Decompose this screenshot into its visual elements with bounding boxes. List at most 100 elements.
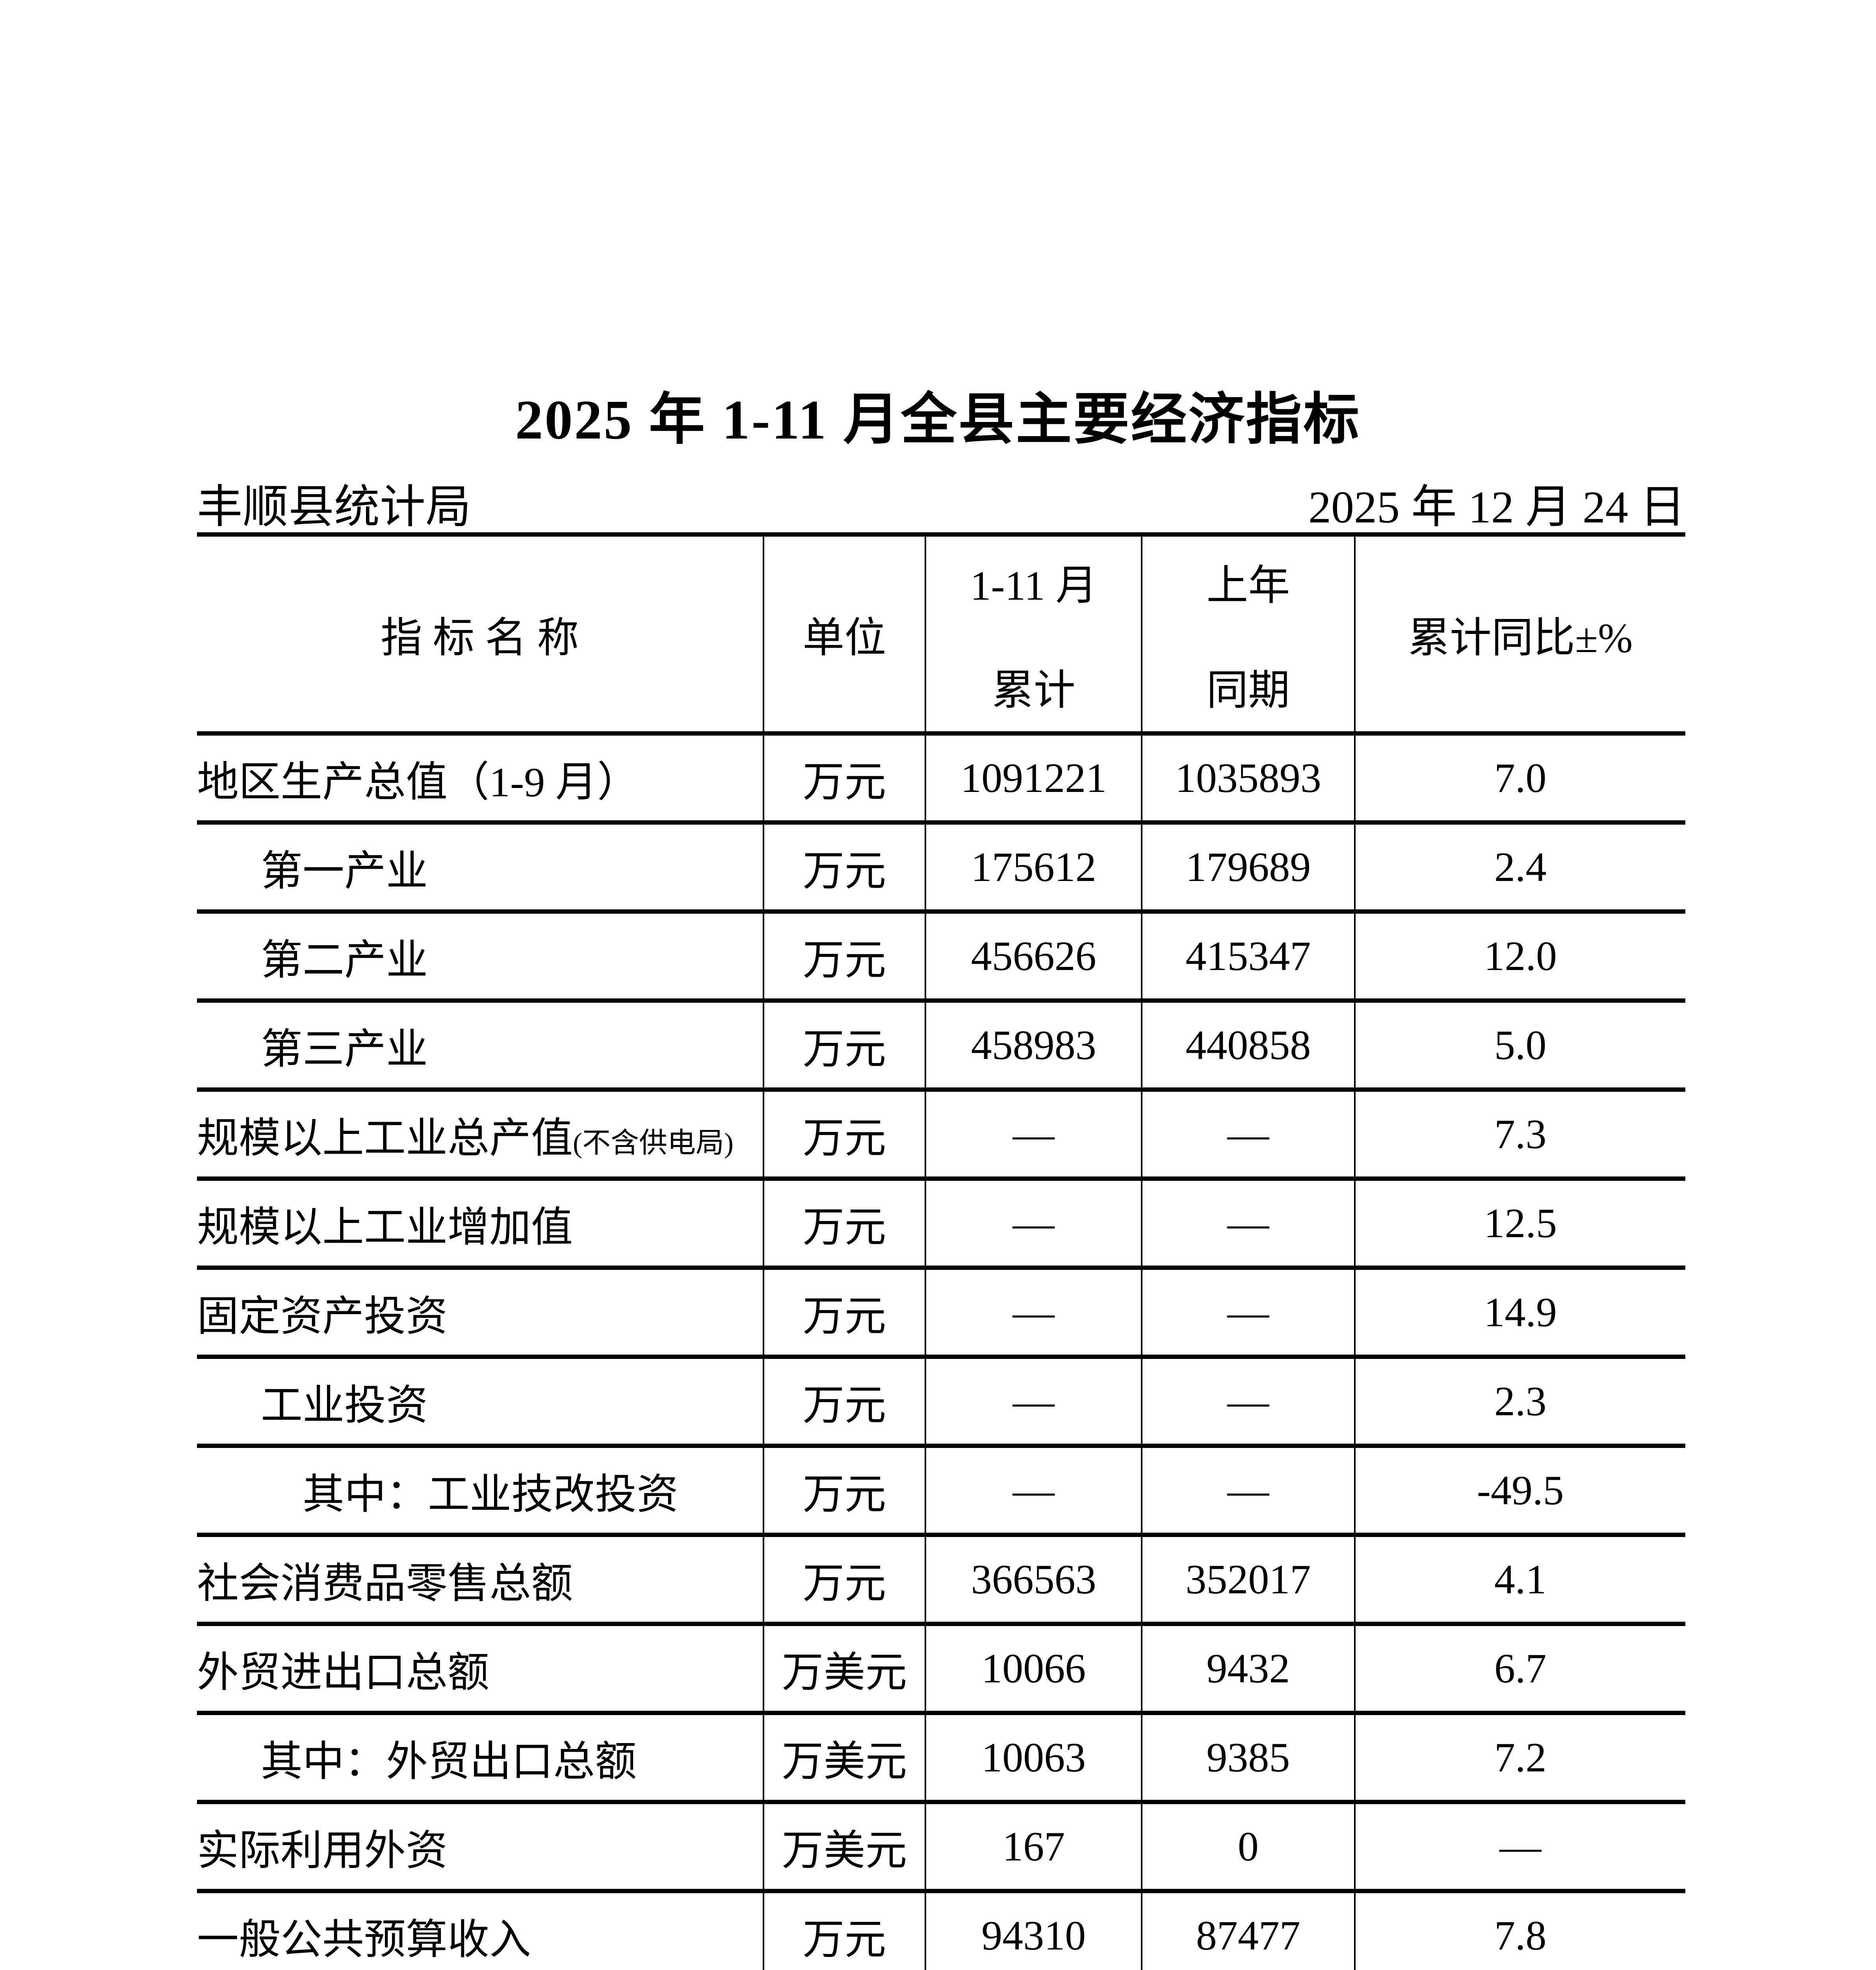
unit-cell: 万元 [762,911,926,1001]
previous-value-cell: 9432 [1141,1624,1355,1713]
header-current-line1: 1-11 月 [970,563,1098,609]
current-value-cell: 175612 [925,822,1142,912]
header-previous-line1: 上年 [1206,563,1290,609]
indicator-row: 实际利用外资 万美元 167 0 — [197,1802,1685,1891]
current-value-cell: 366563 [925,1535,1142,1624]
previous-value-cell: 0 [1141,1802,1355,1891]
indicator-row: 工业投资 万元 — — 2.3 [197,1357,1685,1446]
header-yoy: 累计同比±% [1354,534,1685,734]
yoy-cell: -49.5 [1354,1446,1685,1535]
yoy-cell: — [1354,1802,1685,1891]
indicator-name-cell: 规模以上工业增加值 [197,1179,763,1268]
indicator-row: 固定资产投资 万元 — — 14.9 [197,1267,1685,1357]
unit-cell: 万元 [762,1089,926,1179]
indicator-name-cell: 工业投资 [197,1357,763,1446]
current-value-cell: 456626 [925,911,1142,1001]
unit-cell: 万美元 [762,1624,926,1713]
yoy-cell: 2.3 [1354,1357,1685,1446]
previous-value-cell: 440858 [1141,1000,1355,1090]
indicator-row: 第二产业 万元 456626 415347 12.0 [197,911,1685,1001]
current-value-cell: 1091221 [925,733,1142,823]
current-value-cell: 10063 [925,1713,1142,1802]
unit-cell: 万美元 [762,1802,926,1891]
yoy-cell: 12.5 [1354,1178,1685,1268]
yoy-cell: 4.1 [1354,1535,1685,1624]
yoy-cell: 7.2 [1354,1713,1685,1802]
previous-value-cell: 179689 [1141,822,1355,912]
indicator-name-cell: 其中：外贸出口总额 [197,1713,763,1802]
indicator-name: 地区生产总值（1-9 月） [197,759,639,805]
indicator-name-cell: 外贸进出口总额 [197,1624,763,1713]
previous-value-cell: — [1141,1267,1355,1357]
indicator-name: 规模以上工业总产值 [197,1115,573,1162]
indicator-row: 规模以上工业增加值 万元 — — 12.5 [197,1178,1685,1268]
previous-value-cell: — [1141,1178,1355,1268]
previous-value-cell: — [1141,1357,1355,1446]
header-current-period: 1-11 月 累计 [925,534,1142,734]
yoy-cell: 5.0 [1354,1000,1685,1090]
current-value-cell: 458983 [925,1000,1142,1090]
document-title: 2025 年 1-11 月全县主要经济指标 [515,388,1361,451]
indicator-name-cell: 一般公共预算收入 [197,1891,763,1970]
indicator-row: 社会消费品零售总额 万元 366563 352017 4.1 [197,1535,1685,1624]
meta-row: 丰顺县统计局 2025 年 12 月 24 日 [197,470,1685,536]
indicator-name: 其中：外贸出口总额 [261,1738,637,1785]
current-value-cell: — [925,1357,1142,1446]
indicator-name: 外贸进出口总额 [197,1649,489,1696]
unit-cell: 万元 [762,1000,926,1090]
previous-value-cell: 1035893 [1141,733,1355,823]
indicator-name: 实际利用外资 [197,1827,448,1874]
indicator-row: 规模以上工业总产值(不含供电局) 万元 — — 7.3 [197,1089,1685,1179]
current-value-cell: — [925,1178,1142,1268]
indicator-name-cell: 实际利用外资 [197,1802,763,1891]
publish-date: 2025 年 12 月 24 日 [1308,482,1685,533]
indicator-name-cell: 地区生产总值（1-9 月） [197,734,763,823]
yoy-cell: 6.7 [1354,1624,1685,1713]
previous-value-cell: 352017 [1141,1535,1355,1624]
header-indicator-name: 指 标 名 称 [381,615,579,661]
yoy-cell: 2.4 [1354,822,1685,912]
unit-cell: 万元 [762,1267,926,1357]
indicator-name: 第一产业 [261,848,428,894]
yoy-cell: 7.8 [1354,1891,1685,1970]
indicator-row: 其中：外贸出口总额 万美元 10063 9385 7.2 [197,1713,1685,1802]
previous-value-cell: 87477 [1141,1891,1355,1970]
indicator-name: 社会消费品零售总额 [197,1560,573,1607]
yoy-cell: 7.0 [1354,733,1685,823]
unit-cell: 万元 [762,1891,926,1970]
indicator-name: 工业投资 [261,1382,428,1429]
previous-value-cell: 9385 [1141,1713,1355,1802]
indicator-name: 其中：工业技改投资 [303,1471,678,1518]
current-value-cell: 10066 [925,1624,1142,1713]
agency-name: 丰顺县统计局 [197,482,471,533]
yoy-cell: 7.3 [1354,1089,1685,1179]
indicator-name-cell: 规模以上工业总产值(不含供电局) [197,1090,763,1179]
unit-cell: 万元 [762,1535,926,1624]
previous-value-cell: — [1141,1446,1355,1535]
indicator-name: 第三产业 [261,1026,428,1072]
indicators-table: 指 标 名 称 单位 1-11 月 累计 上年 同期 累计同比±% 地 [197,532,1685,1970]
header-previous-line2: 同期 [1206,667,1290,714]
current-value-cell: — [925,1446,1142,1535]
indicator-row: 地区生产总值（1-9 月） 万元 1091221 1035893 7.0 [197,733,1685,823]
previous-value-cell: — [1141,1089,1355,1179]
unit-cell: 万元 [762,822,926,912]
indicator-name: 规模以上工业增加值 [197,1204,573,1251]
indicator-name: 一般公共预算收入 [197,1916,531,1963]
indicator-name-suffix: (不含供电局) [573,1127,734,1159]
indicator-name-cell: 社会消费品零售总额 [197,1535,763,1624]
indicator-row: 外贸进出口总额 万美元 10066 9432 6.7 [197,1624,1685,1713]
yoy-cell: 14.9 [1354,1267,1685,1357]
current-value-cell: — [925,1267,1142,1357]
unit-cell: 万元 [762,733,926,823]
unit-cell: 万元 [762,1178,926,1268]
header-unit: 单位 [762,534,926,734]
unit-cell: 万元 [762,1357,926,1446]
indicator-name-cell: 第一产业 [197,823,763,912]
current-value-cell: 167 [925,1802,1142,1891]
unit-cell: 万美元 [762,1713,926,1802]
unit-cell: 万元 [762,1446,926,1535]
indicator-row: 第三产业 万元 458983 440858 5.0 [197,1000,1685,1090]
indicator-row: 第一产业 万元 175612 179689 2.4 [197,822,1685,912]
